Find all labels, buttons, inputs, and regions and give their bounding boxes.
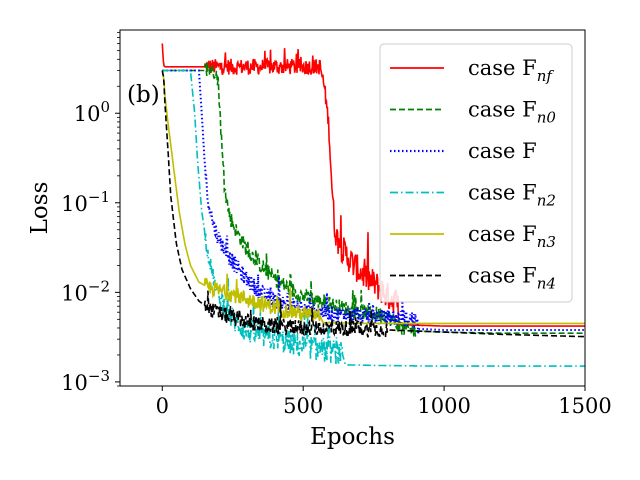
- y-tick-exponent: 0: [100, 98, 110, 116]
- y-tick-base: 10: [61, 371, 88, 395]
- y-tick-base: 10: [61, 192, 88, 216]
- y-axis-label: Loss: [27, 182, 53, 235]
- axes-frame: [119, 29, 586, 387]
- x-tick-label: 1500: [558, 394, 611, 418]
- legend-name: case F: [468, 98, 537, 122]
- x-tick-label: 500: [283, 394, 323, 418]
- x-tick-label: 0: [156, 394, 169, 418]
- legend-name: case F: [468, 222, 537, 246]
- legend-box: [379, 43, 573, 303]
- y-tick-exponent: −1: [88, 188, 110, 206]
- legend-entry: case Fn4: [468, 264, 556, 293]
- series-line-n4: [161, 70, 585, 339]
- x-tick-label: 1000: [417, 394, 470, 418]
- series-line-base: [162, 69, 585, 335]
- legend-name: case F: [468, 56, 537, 80]
- y-tick-label: 100: [74, 98, 110, 126]
- legend-subscript: n4: [537, 275, 556, 293]
- legend-entry: case Fn2: [468, 181, 556, 210]
- y-tick-label: 10−2: [61, 277, 110, 305]
- x-axis-label: Epochs: [310, 424, 395, 450]
- y-tick-exponent: −3: [88, 367, 110, 385]
- y-tick-exponent: −2: [88, 277, 110, 295]
- y-tick-base: 10: [74, 102, 101, 126]
- legend-subscript: nf: [537, 67, 555, 85]
- legend-entry: case Fnf: [468, 56, 554, 85]
- panel-label: (b): [127, 82, 160, 108]
- legend-subscript: n3: [537, 233, 556, 251]
- y-tick-base: 10: [61, 281, 88, 305]
- legend-subscript: n2: [537, 192, 556, 210]
- legend-entry: case Fn0: [468, 98, 556, 127]
- y-tick-label: 10−1: [61, 188, 110, 216]
- legend-name: case F: [468, 264, 537, 288]
- legend-entry: case F: [468, 139, 537, 163]
- legend-entry: case Fn3: [468, 222, 556, 251]
- legend-name: case F: [468, 181, 537, 205]
- series-layer: [161, 43, 585, 367]
- y-tick-label: 10−3: [61, 367, 110, 395]
- series-line-nf: [161, 43, 585, 328]
- legend-name: case F: [468, 139, 537, 163]
- legend-subscript: n0: [537, 109, 557, 127]
